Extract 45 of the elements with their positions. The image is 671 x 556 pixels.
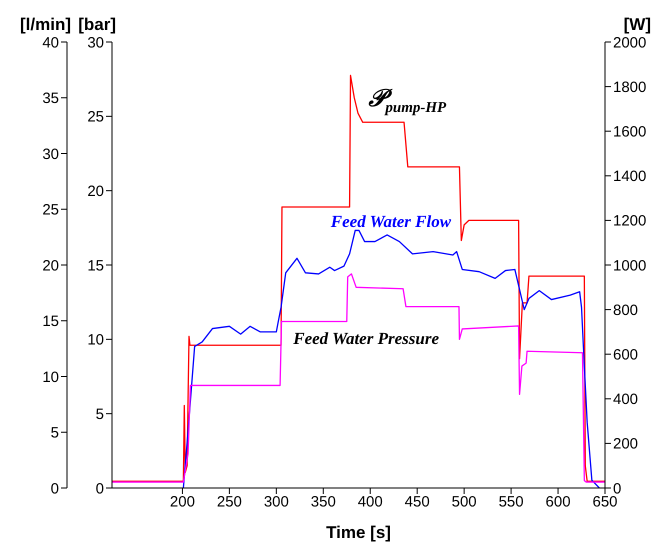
x-axis-title: Time [s] — [326, 523, 391, 542]
y3-tick-label: 400 — [613, 391, 638, 408]
x-tick-label: 450 — [404, 494, 430, 511]
y3-tick-label: 200 — [613, 436, 638, 453]
x-tick-label: 200 — [170, 494, 195, 511]
x-tick-label: 600 — [546, 494, 571, 511]
line-series — [182, 230, 600, 488]
line-series — [112, 74, 605, 482]
y2-tick-label: 15 — [42, 313, 59, 330]
y2-tick-label: 10 — [42, 368, 59, 386]
series-label: Feed Water Flow — [330, 212, 452, 231]
y2-tick-label: 0 — [50, 480, 59, 498]
line-series — [112, 273, 605, 483]
y3-tick-label: 2000 — [613, 34, 646, 52]
y3-axis-title: [W] — [624, 15, 651, 34]
y-tick-label: 25 — [87, 108, 104, 126]
x-tick-label: 250 — [216, 494, 242, 511]
y2-tick-label: 20 — [42, 257, 59, 274]
y3-tick-label: 1800 — [613, 78, 646, 96]
y2-tick-label: 40 — [42, 34, 59, 52]
y3-tick-label: 600 — [613, 346, 638, 364]
y3-tick-label: 1400 — [613, 168, 646, 186]
y3-tick-label: 1000 — [613, 257, 646, 274]
x-tick-label: 350 — [310, 494, 336, 511]
y3-tick-label: 1600 — [613, 124, 646, 141]
y3-tick-label: 800 — [613, 302, 638, 319]
x-tick-label: 500 — [452, 494, 477, 511]
y-tick-label: 15 — [87, 257, 104, 274]
y-tick-label: 10 — [87, 332, 104, 349]
y-tick-label: 30 — [87, 34, 104, 52]
y2-tick-label: 25 — [42, 202, 59, 219]
series-label: 𝒫$_{pump-HP}$ — [368, 86, 446, 116]
y-tick-label: 20 — [87, 182, 104, 200]
y2-tick-label: 30 — [42, 146, 59, 163]
y2-tick-label: 35 — [42, 90, 59, 108]
y-tick-label: 5 — [96, 406, 104, 423]
y2-axis-title: [l/min] — [20, 15, 71, 34]
y-axis-title: [bar] — [78, 15, 116, 34]
x-tick-label: 300 — [264, 494, 289, 511]
x-tick-label: 550 — [498, 494, 524, 511]
series-label: Feed Water Pressure — [293, 328, 439, 348]
y3-tick-label: 1200 — [613, 212, 646, 230]
y-tick-label: 0 — [96, 480, 104, 498]
y2-tick-label: 5 — [50, 424, 59, 442]
x-tick-label: 400 — [358, 494, 383, 511]
